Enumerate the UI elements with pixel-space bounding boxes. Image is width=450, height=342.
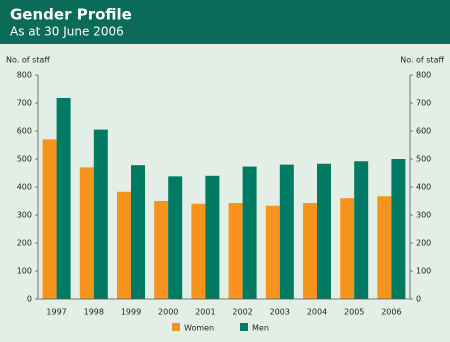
x-tick-label: 2005 — [344, 308, 364, 317]
chart-title: Gender Profile — [10, 6, 132, 24]
bar — [279, 164, 294, 299]
y2-tick-label: 500 — [416, 155, 431, 164]
y-axis-label: No. of staff — [6, 56, 50, 65]
bar — [242, 166, 257, 299]
y2-tick-label: 0 — [416, 295, 421, 304]
bar — [317, 163, 331, 299]
header — [0, 0, 450, 44]
bar — [265, 205, 280, 299]
x-tick-label: 2004 — [307, 308, 327, 317]
bar — [168, 176, 183, 299]
bar — [56, 97, 71, 300]
y2-tick-label: 300 — [416, 211, 431, 220]
bar — [354, 161, 369, 299]
bar — [154, 201, 169, 299]
bar — [205, 175, 220, 299]
x-tick-label: 2001 — [195, 308, 215, 317]
y2-tick-label: 700 — [416, 99, 431, 108]
legend-swatch — [172, 323, 180, 331]
y-tick-label: 300 — [17, 211, 32, 220]
x-tick-label: 2000 — [158, 308, 178, 317]
y-tick-label: 200 — [17, 239, 32, 248]
y2-tick-label: 600 — [416, 127, 431, 136]
y-tick-label: 700 — [17, 99, 32, 108]
bar — [131, 165, 145, 299]
legend-label: Men — [252, 324, 269, 333]
bar — [79, 167, 94, 299]
y-tick-label: 600 — [17, 127, 32, 136]
y2-tick-label: 400 — [416, 183, 431, 192]
bar — [93, 129, 108, 299]
bar — [377, 196, 392, 299]
bar — [303, 202, 317, 299]
bar — [391, 159, 406, 299]
y2-tick-label: 200 — [416, 239, 431, 248]
bar — [117, 191, 131, 299]
x-tick-label: 1997 — [46, 308, 66, 317]
bar — [340, 198, 355, 299]
y-tick-label: 0 — [27, 295, 32, 304]
y2-tick-label: 800 — [416, 71, 431, 80]
y-tick-label: 800 — [17, 71, 32, 80]
x-tick-label: 1998 — [84, 308, 104, 317]
x-tick-label: 2006 — [381, 308, 401, 317]
legend-swatch — [240, 323, 248, 331]
chart-subtitle: As at 30 June 2006 — [10, 25, 124, 39]
x-tick-label: 2002 — [232, 308, 252, 317]
bar — [42, 139, 57, 299]
y-tick-label: 500 — [17, 155, 32, 164]
x-tick-label: 1999 — [121, 308, 141, 317]
y2-tick-label: 100 — [416, 267, 431, 276]
y-tick-label: 100 — [17, 267, 32, 276]
legend-label: Women — [184, 324, 214, 333]
bar — [228, 202, 243, 299]
y-tick-label: 400 — [17, 183, 32, 192]
x-tick-label: 2003 — [270, 308, 290, 317]
bar — [191, 203, 206, 299]
y2-axis-label: No. of staff — [400, 56, 444, 65]
